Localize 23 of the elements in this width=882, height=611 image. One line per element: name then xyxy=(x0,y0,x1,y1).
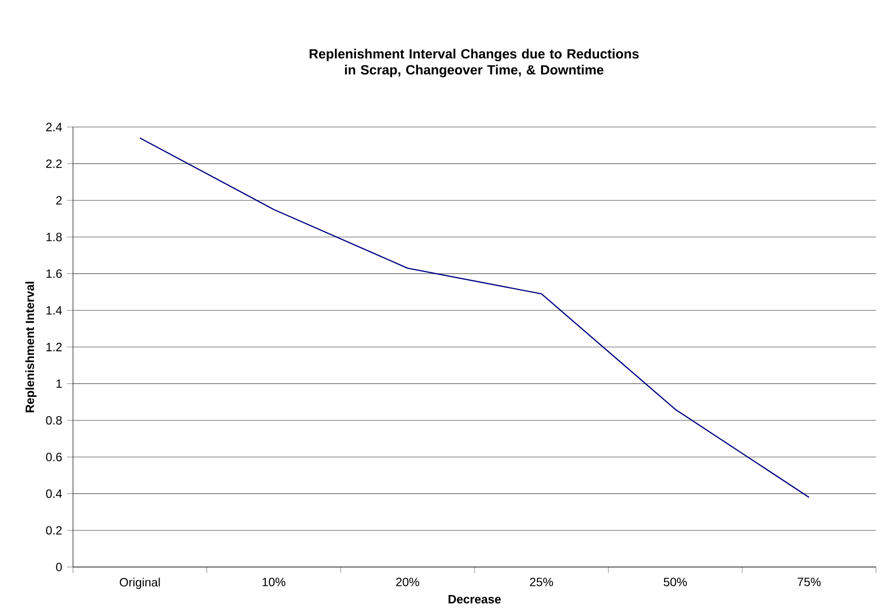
y-tick-label: 1.6 xyxy=(46,269,62,278)
line-series xyxy=(139,137,810,498)
y-tick-label: 2.4 xyxy=(46,122,62,132)
x-tick-label: 50% xyxy=(664,578,687,586)
y-tick-label: 0.6 xyxy=(46,452,62,462)
x-axis-title: Decrease xyxy=(448,595,501,604)
x-tick-label: 75% xyxy=(798,578,821,586)
y-tick-label: 0.2 xyxy=(46,526,62,535)
y-axis-title: Replenishment Interval xyxy=(25,282,36,412)
y-tick-label: 1 xyxy=(56,380,62,388)
y-tick-label: 2 xyxy=(56,196,62,205)
x-tick-label: Original xyxy=(120,578,160,589)
y-tick-label: 0.8 xyxy=(46,416,62,425)
chart-title: Replenishment Interval Changes due to Reductions in Scrap, Changeover Time, & Downtime xyxy=(310,48,639,78)
y-tick-label: 1.8 xyxy=(46,232,62,242)
y-tick-label: 1.2 xyxy=(46,342,62,352)
y-tick-label: 2.2 xyxy=(46,159,62,168)
y-tick-label: 1.4 xyxy=(46,306,62,314)
x-tick-label: 25% xyxy=(530,578,553,586)
y-tick-label: 0 xyxy=(56,562,62,572)
x-tick-label: 10% xyxy=(262,578,286,586)
y-tick-label: 0.4 xyxy=(46,489,62,498)
x-tick-label: 20% xyxy=(396,578,420,586)
